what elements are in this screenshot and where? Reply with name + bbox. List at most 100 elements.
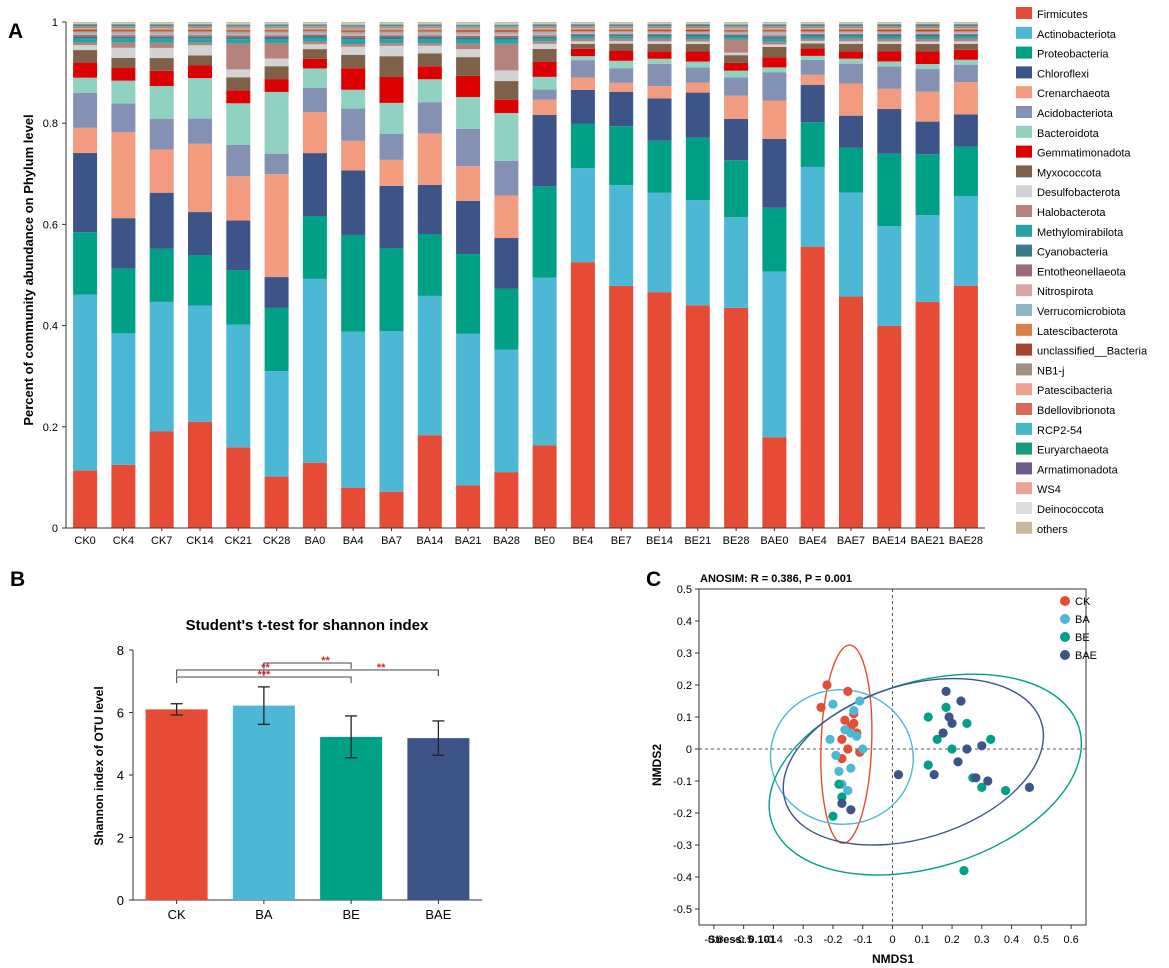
legend-swatch [1016,205,1032,217]
bar-segment [647,41,672,44]
x-tick-label: -0.1 [853,934,872,946]
bar [232,705,295,900]
bar-segment [877,43,902,52]
y-tick-label: 0.2 [677,680,692,692]
bar-segment [762,32,787,34]
bar-segment [685,33,710,35]
bar-segment [188,305,212,422]
bar-segment [570,23,595,25]
bar-segment [379,23,404,25]
bar-segment [685,137,710,201]
bar-segment [111,24,136,25]
scatter-point [837,792,847,802]
bar-segment [188,36,212,39]
bar-segment [302,29,327,31]
bar-segment [570,43,595,49]
legend-label: Patescibacteria [1037,385,1113,397]
scatter-point [843,786,853,796]
bar-segment [456,26,481,28]
legend-swatch [1016,323,1032,336]
bar-segment [570,22,595,24]
bar-segment [226,77,251,91]
panel-label-a: A [8,20,23,43]
bar-segment [341,54,366,69]
bar-segment [800,27,825,29]
scatter-point [938,728,948,738]
significance-bracket [176,676,352,683]
bar-segment [264,24,289,25]
bar-segment [73,32,98,34]
bar-segment [341,24,366,26]
bar-segment [341,22,366,24]
bar-segment [73,30,98,32]
bar-segment [149,23,174,25]
legend-swatch [1016,502,1032,514]
stress-annotation: Stress: 0.101 [708,934,776,946]
bar-segment [532,36,557,39]
bar-segment [877,38,902,42]
bar-segment [111,268,136,334]
bar-segment [188,55,212,66]
bar-segment [762,25,787,27]
scatter-point [977,782,987,793]
bar-segment [111,35,136,37]
bar-segment [609,32,634,34]
bar-segment [302,28,327,30]
bar-segment [839,51,863,59]
bar-segment [149,25,174,27]
bar-segment [915,64,940,70]
bar-segment [494,29,519,31]
bar-segment [685,39,710,42]
bar-segment [877,32,902,34]
x-tick-label: BE0 [534,535,555,547]
bar-segment [111,132,136,219]
bar-segment [264,33,289,36]
bar-segment [609,185,634,286]
bar-segment [532,76,557,90]
bar-segment [149,58,174,71]
bar-segment [762,437,787,528]
bar-segment [264,32,289,34]
bar-segment [149,27,174,29]
bar-segment [724,70,749,78]
scatter-point [971,773,981,783]
bar-segment [762,33,787,36]
bar-segment [724,52,749,56]
legend-label: Verrucomicrobiota [1037,306,1127,318]
bar-segment [226,33,251,36]
bar-segment [877,26,902,28]
legend-swatch [1016,46,1032,59]
bar-segment [149,70,174,87]
bar-segment [188,32,212,34]
legend-label: Deinococcota [1037,504,1105,516]
y-tick-label: 0.4 [43,321,58,333]
bar-segment [456,24,481,25]
bar-segment [800,24,825,26]
bar-segment [570,32,595,34]
bar-segment [379,133,404,160]
significance-bracket [176,669,439,676]
bar-segment [532,25,557,27]
bar-segment [532,33,557,36]
bar-segment [456,29,481,31]
bar-segment [149,42,174,48]
bar-segment [762,28,787,30]
x-tick-label: CK0 [74,535,95,547]
bar-segment [647,63,672,87]
bar-segment [379,39,404,44]
bar-segment [532,31,557,33]
bar-segment [839,63,863,84]
bar-segment [264,27,289,29]
bar-segment [762,30,787,32]
scatter-point [840,715,850,725]
bar-segment [724,95,749,119]
bar-segment [226,324,251,448]
scatter-point [834,779,844,789]
bar-segment [494,195,519,239]
legend-marker [1060,614,1070,624]
bar-segment [647,31,672,33]
scatter-point [846,805,856,815]
bar-segment [724,24,749,26]
bar-segment [609,33,634,35]
bar-segment [379,26,404,28]
